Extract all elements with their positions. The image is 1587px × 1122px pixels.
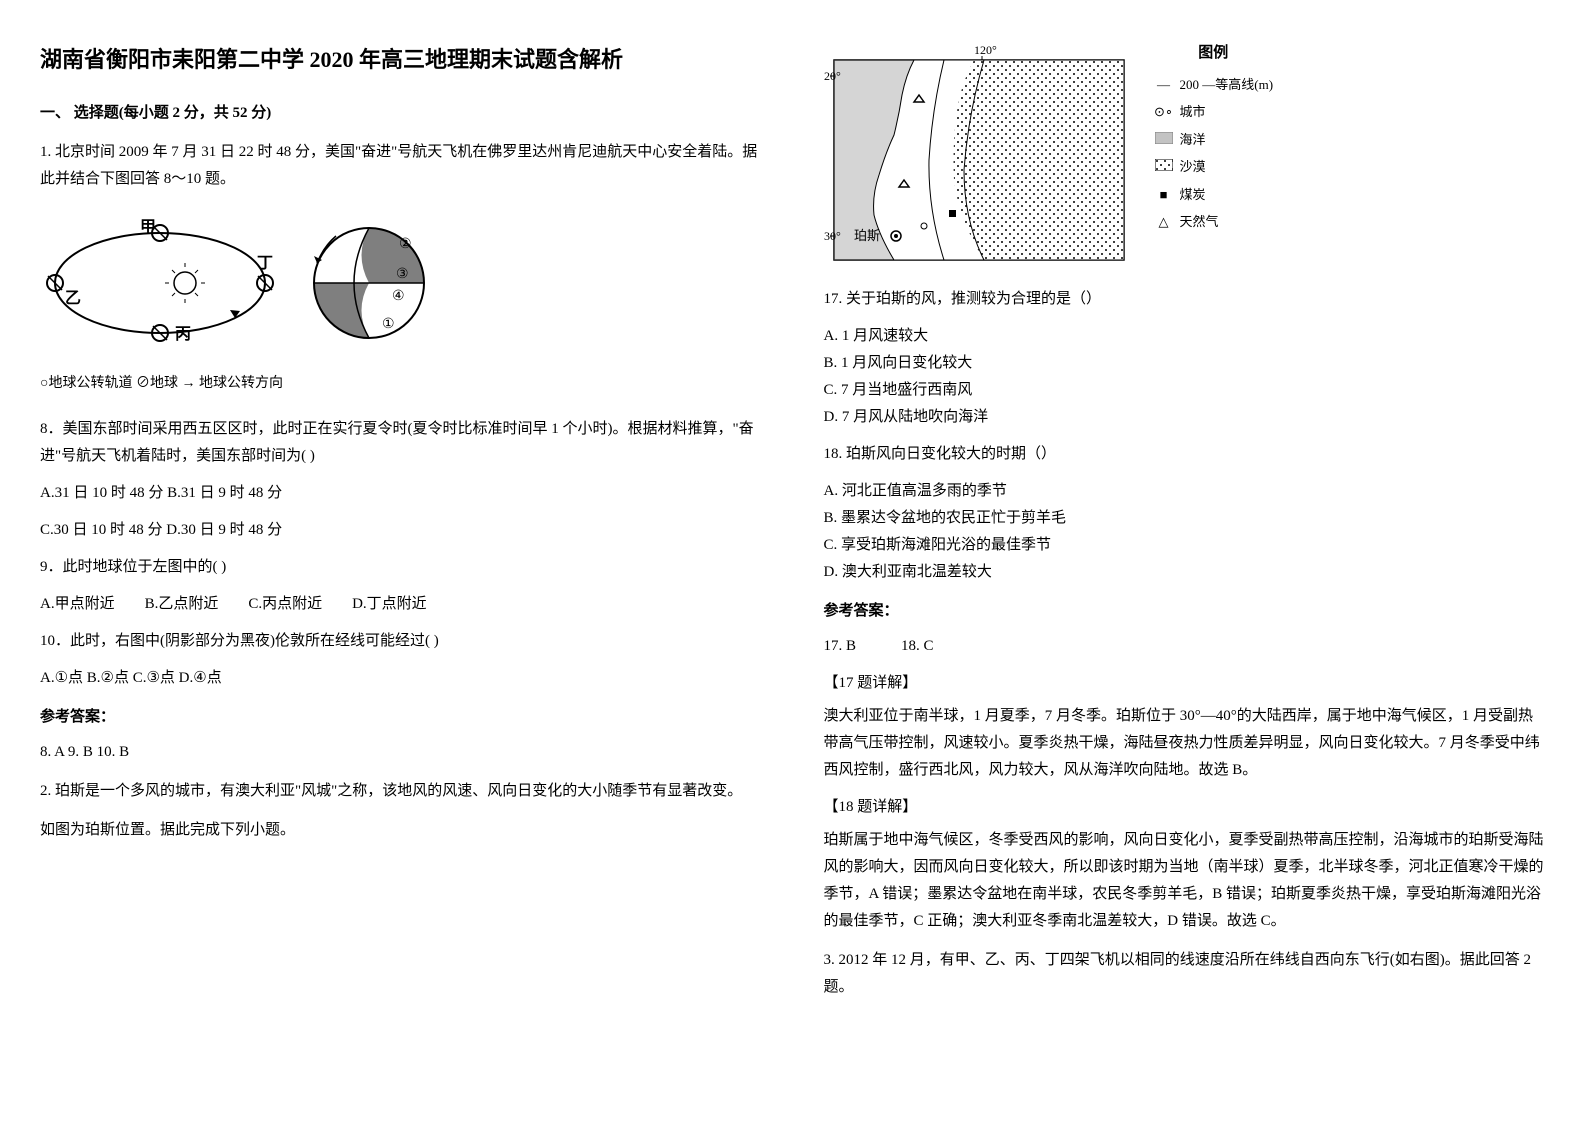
svg-text:甲: 甲 bbox=[140, 218, 156, 236]
left-column: 湖南省衡阳市耒阳第二中学 2020 年高三地理期末试题含解析 一、 选择题(每小… bbox=[40, 40, 764, 1013]
svg-text:丁: 丁 bbox=[257, 255, 273, 272]
exp17-title: 【17 题详解】 bbox=[824, 670, 1548, 697]
q18-d: D. 澳大利亚南北温差较大 bbox=[824, 559, 1548, 586]
q8-options-2: C.30 日 10 时 48 分 D.30 日 9 时 48 分 bbox=[40, 517, 764, 544]
city-icon: ⊙∘ bbox=[1154, 100, 1174, 123]
q17-d: D. 7 月风从陆地吹向海洋 bbox=[824, 404, 1548, 431]
legend-coal: ■ 煤炭 bbox=[1154, 183, 1274, 206]
lon-label: 120° bbox=[974, 43, 997, 57]
svg-text:④: ④ bbox=[392, 289, 405, 304]
q18-a: A. 河北正值高温多雨的季节 bbox=[824, 478, 1548, 505]
question-9: 9．此时地球位于左图中的( ) bbox=[40, 554, 764, 581]
exp18-title: 【18 题详解】 bbox=[824, 794, 1548, 821]
question-18: 18. 珀斯风向日变化较大的时期（） bbox=[824, 441, 1548, 468]
svg-text:①: ① bbox=[382, 317, 395, 332]
legend-desert: 沙漠 bbox=[1154, 155, 1274, 178]
exp18: 珀斯属于地中海气候区，冬季受西风的影响，风向日变化小，夏季受副热带高压控制，沿海… bbox=[824, 827, 1548, 935]
sea-icon bbox=[1154, 128, 1174, 151]
map-legend: 图例 — 200 —等高线(m) ⊙∘ 城市 海洋 沙漠 bbox=[1154, 40, 1274, 237]
answer-1: 8. A 9. B 10. B bbox=[40, 739, 764, 766]
q17-b: B. 1 月风向日变化较大 bbox=[824, 350, 1548, 377]
q18-c: C. 享受珀斯海滩阳光浴的最佳季节 bbox=[824, 532, 1548, 559]
question-2-intro: 2. 珀斯是一个多风的城市，有澳大利亚"风城"之称，该地风的风速、风向日变化的大… bbox=[40, 778, 764, 805]
q17-a: A. 1 月风速较大 bbox=[824, 323, 1548, 350]
diagram-caption: ○地球公转轨道 ⊘地球 → 地球公转方向 bbox=[40, 371, 764, 396]
q10-options: A.①点 B.②点 C.③点 D.④点 bbox=[40, 665, 764, 692]
page-title: 湖南省衡阳市耒阳第二中学 2020 年高三地理期末试题含解析 bbox=[40, 40, 764, 80]
perth-label: 珀斯 bbox=[854, 228, 880, 243]
perth-map-svg: 120° 20° 30° 珀斯 bbox=[824, 40, 1134, 270]
legend-sea: 海洋 bbox=[1154, 128, 1274, 151]
map-container: 120° 20° 30° 珀斯 图例 — bbox=[824, 40, 1548, 270]
question-3: 3. 2012 年 12 月，有甲、乙、丙、丁四架飞机以相同的线速度沿所在纬线自… bbox=[824, 947, 1548, 1001]
right-column: 120° 20° 30° 珀斯 图例 — bbox=[824, 40, 1548, 1013]
legend-gas: △ 天然气 bbox=[1154, 210, 1274, 233]
svg-text:③: ③ bbox=[396, 267, 409, 282]
coal-icon: ■ bbox=[1154, 183, 1174, 206]
exp17: 澳大利亚位于南半球，1 月夏季，7 月冬季。珀斯位于 30°—40°的大陆西岸，… bbox=[824, 703, 1548, 784]
orbit-globe-diagram: 甲 丁 丙 乙 bbox=[40, 213, 764, 396]
question-2-sub: 如图为珀斯位置。据此完成下列小题。 bbox=[40, 817, 764, 844]
legend-city: ⊙∘ 城市 bbox=[1154, 100, 1274, 123]
globe-svg: ② ③ ④ ① bbox=[304, 218, 434, 348]
answer-header-2: 参考答案： bbox=[824, 598, 1548, 625]
svg-text:②: ② bbox=[399, 237, 412, 252]
q17-c: C. 7 月当地盛行西南风 bbox=[824, 377, 1548, 404]
answers-17-18: 17. B 18. C bbox=[824, 633, 1548, 660]
q8-options-1: A.31 日 10 时 48 分 B.31 日 9 时 48 分 bbox=[40, 480, 764, 507]
legend-title: 图例 bbox=[1154, 40, 1274, 67]
question-8: 8．美国东部时间采用西五区区时，此时正在实行夏令时(夏令时比标准时间早 1 个小… bbox=[40, 416, 764, 470]
section-header: 一、 选择题(每小题 2 分，共 52 分) bbox=[40, 100, 764, 127]
question-1-intro: 1. 北京时间 2009 年 7 月 31 日 22 时 48 分，美国"奋进"… bbox=[40, 139, 764, 193]
orbit-svg: 甲 丁 丙 乙 bbox=[40, 213, 280, 353]
svg-text:丙: 丙 bbox=[175, 325, 191, 343]
q9-options: A.甲点附近 B.乙点附近 C.丙点附近 D.丁点附近 bbox=[40, 591, 764, 618]
answer-header-1: 参考答案： bbox=[40, 704, 764, 731]
question-17: 17. 关于珀斯的风，推测较为合理的是（） bbox=[824, 286, 1548, 313]
question-10: 10．此时，右图中(阴影部分为黑夜)伦敦所在经线可能经过( ) bbox=[40, 628, 764, 655]
contour-icon: — bbox=[1154, 73, 1174, 96]
svg-text:乙: 乙 bbox=[65, 290, 81, 307]
legend-contour: — 200 —等高线(m) bbox=[1154, 73, 1274, 96]
desert-icon bbox=[1154, 155, 1174, 178]
gas-icon: △ bbox=[1154, 210, 1174, 233]
q18-b: B. 墨累达令盆地的农民正忙于剪羊毛 bbox=[824, 505, 1548, 532]
